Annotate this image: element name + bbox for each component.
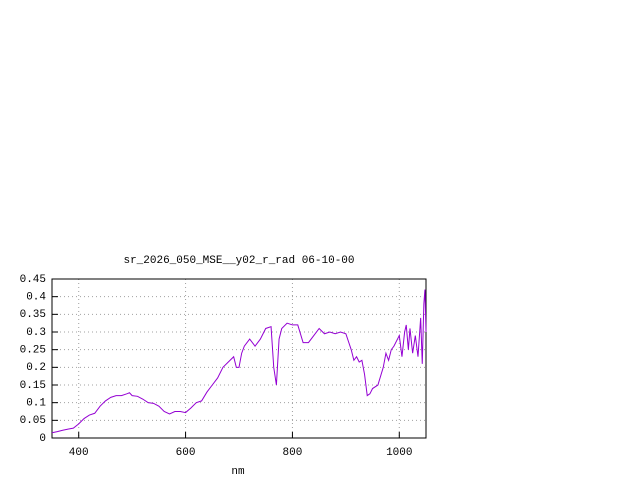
x-tick-label: 600	[176, 447, 196, 459]
y-tick-label: 0	[39, 433, 46, 445]
chart-title: sr_2026_050_MSE__y02_r_rad 06-10-00	[123, 255, 354, 267]
x-tick-label: 1000	[386, 447, 412, 459]
y-tick-label: 0.45	[20, 274, 46, 286]
x-tick-label: 800	[283, 447, 303, 459]
x-tick-label: 400	[69, 447, 89, 459]
data-line	[51, 289, 427, 434]
y-tick-label: 0.1	[26, 398, 46, 410]
y-tick-label: 0.05	[20, 415, 46, 427]
y-tick-label: 0.35	[20, 309, 46, 321]
y-tick-label: 0.3	[26, 327, 46, 339]
y-tick-label: 0.15	[20, 380, 46, 392]
y-tick-label: 0.4	[26, 292, 46, 304]
x-axis-label: nm	[231, 466, 245, 478]
y-tick-label: 0.25	[20, 345, 46, 357]
y-tick-label: 0.2	[26, 362, 46, 374]
plot-border	[51, 278, 427, 439]
